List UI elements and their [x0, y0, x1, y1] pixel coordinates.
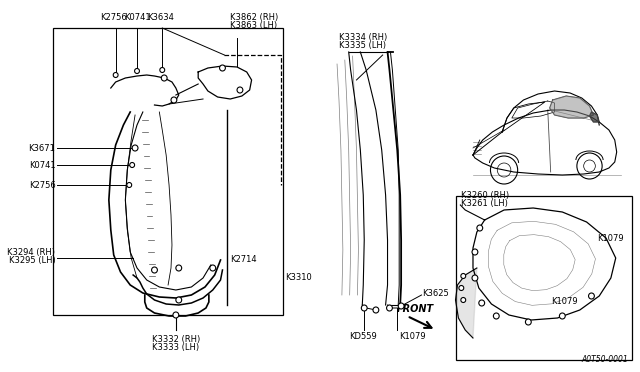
Text: K2756: K2756 — [100, 13, 127, 22]
Circle shape — [176, 297, 182, 303]
Circle shape — [461, 298, 466, 302]
Polygon shape — [550, 96, 593, 118]
Bar — [52, 28, 283, 315]
Circle shape — [461, 273, 466, 279]
Circle shape — [490, 156, 518, 184]
Circle shape — [589, 293, 595, 299]
Circle shape — [152, 267, 157, 273]
Circle shape — [398, 303, 404, 309]
Circle shape — [584, 160, 595, 172]
Circle shape — [525, 319, 531, 325]
Text: K1079: K1079 — [597, 234, 624, 243]
Text: K3334 (RH): K3334 (RH) — [339, 33, 387, 42]
Text: K3295 (LH): K3295 (LH) — [9, 257, 56, 266]
Circle shape — [459, 285, 464, 291]
Circle shape — [493, 313, 499, 319]
Text: K1079: K1079 — [550, 298, 577, 307]
Circle shape — [132, 145, 138, 151]
Circle shape — [559, 313, 565, 319]
Circle shape — [134, 68, 140, 74]
Text: K3863 (LH): K3863 (LH) — [230, 21, 277, 30]
Text: K3333 (LH): K3333 (LH) — [152, 343, 200, 352]
Text: K0741: K0741 — [29, 160, 56, 170]
Text: K2714: K2714 — [230, 256, 257, 264]
Text: K3310: K3310 — [285, 273, 312, 282]
Circle shape — [176, 265, 182, 271]
Text: K3671: K3671 — [29, 144, 56, 153]
Text: KD559: KD559 — [349, 332, 377, 341]
Text: A0T50-0001: A0T50-0001 — [582, 355, 628, 364]
Text: K3335 (LH): K3335 (LH) — [339, 41, 386, 50]
Text: K1079: K1079 — [399, 332, 426, 341]
Text: K3625: K3625 — [422, 289, 449, 298]
Text: K2756: K2756 — [29, 180, 56, 189]
Circle shape — [237, 87, 243, 93]
Polygon shape — [456, 268, 477, 338]
Circle shape — [210, 265, 216, 271]
Circle shape — [577, 153, 602, 179]
Circle shape — [373, 307, 379, 313]
Circle shape — [387, 305, 392, 311]
Bar — [456, 196, 632, 360]
Circle shape — [113, 73, 118, 77]
Circle shape — [160, 67, 164, 73]
Text: FRONT: FRONT — [397, 304, 435, 314]
Circle shape — [161, 75, 167, 81]
Text: K3634: K3634 — [147, 13, 173, 22]
Circle shape — [472, 275, 478, 281]
Circle shape — [497, 163, 511, 177]
Circle shape — [171, 97, 177, 103]
Circle shape — [173, 312, 179, 318]
Text: K3261 (LH): K3261 (LH) — [461, 199, 508, 208]
Text: K0741: K0741 — [124, 13, 150, 22]
Text: K3332 (RH): K3332 (RH) — [152, 335, 200, 344]
Text: K3260 (RH): K3260 (RH) — [461, 191, 509, 200]
Polygon shape — [589, 112, 599, 122]
Circle shape — [127, 183, 132, 187]
Circle shape — [362, 305, 367, 311]
Circle shape — [472, 249, 478, 255]
Circle shape — [477, 225, 483, 231]
Circle shape — [479, 300, 484, 306]
Circle shape — [130, 163, 134, 167]
Text: K3294 (RH): K3294 (RH) — [8, 247, 56, 257]
Text: K3862 (RH): K3862 (RH) — [230, 13, 278, 22]
Circle shape — [220, 65, 225, 71]
